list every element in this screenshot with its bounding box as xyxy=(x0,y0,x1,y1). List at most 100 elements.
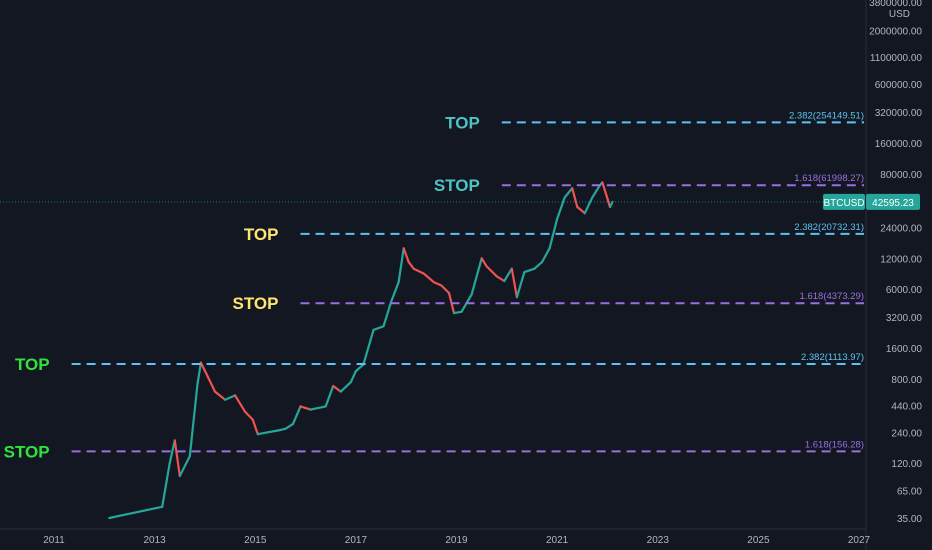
price-segment xyxy=(452,310,463,315)
y-tick-label: 24000.00 xyxy=(880,223,922,234)
price-segment xyxy=(199,361,209,378)
price-segment xyxy=(510,267,519,299)
last-price-value: 42595.23 xyxy=(872,198,914,209)
price-segment xyxy=(533,261,544,270)
fib-levels-group: 2.382(254149.51) TOP 1.618(61998.27) STOP 2.… xyxy=(4,110,864,461)
price-segment xyxy=(571,187,579,209)
x-tick-label: 2017 xyxy=(345,535,368,546)
x-tick-label: 2025 xyxy=(747,535,770,546)
x-tick-label: 2011 xyxy=(43,535,65,546)
y-tick-label: 440.00 xyxy=(891,401,922,412)
x-tick-label: 2023 xyxy=(647,535,670,546)
top-annotation: TOP xyxy=(244,225,279,244)
fib-level-label: 1.618(4373.29) xyxy=(800,291,864,302)
price-segment xyxy=(284,422,295,430)
price-segment xyxy=(402,247,410,264)
price-segment xyxy=(480,257,488,268)
x-tick-label: 2027 xyxy=(848,535,871,546)
price-segment xyxy=(485,265,498,278)
y-tick-label: 35.00 xyxy=(897,514,922,525)
price-segment xyxy=(188,383,199,458)
price-segment xyxy=(540,247,551,264)
price-segment xyxy=(244,410,254,421)
price-segment xyxy=(354,363,365,373)
y-tick-label: 3200.00 xyxy=(886,313,923,324)
price-segment xyxy=(178,455,191,478)
y-tick-label: 80000.00 xyxy=(880,170,922,181)
y-tick-label: 1100000.00 xyxy=(870,53,923,64)
price-segment xyxy=(503,267,513,283)
fib-level-label: 2.382(1113.97) xyxy=(801,352,864,363)
price-segment xyxy=(213,390,227,401)
price-segment xyxy=(339,381,352,393)
fib-level-label: 1.618(61998.27) xyxy=(794,173,864,184)
stop-annotation: STOP xyxy=(4,442,50,461)
x-tick-label: 2019 xyxy=(445,535,468,546)
price-segment xyxy=(412,267,425,275)
price-segment xyxy=(349,370,357,384)
y-tick-label: 320000.00 xyxy=(875,108,923,119)
price-segment xyxy=(432,281,443,287)
price-segment xyxy=(332,384,342,393)
y-tick-label: 12000.00 xyxy=(880,254,922,265)
stop-annotation: STOP xyxy=(233,294,279,313)
price-segment xyxy=(224,394,237,401)
price-segment xyxy=(555,196,566,221)
price-segment xyxy=(583,196,594,215)
price-segment xyxy=(276,427,287,432)
last-price-tag xyxy=(866,193,920,210)
price-segment xyxy=(196,361,202,386)
price-segment xyxy=(324,384,335,408)
price-segment xyxy=(362,328,375,366)
symbol-label: BTCUSD xyxy=(823,198,864,209)
price-segment xyxy=(470,257,483,296)
price-segment xyxy=(309,405,327,411)
symbol-tag xyxy=(823,193,865,210)
fib-level-label: 2.382(254149.51) xyxy=(789,110,864,121)
x-tick-label: 2021 xyxy=(546,535,569,546)
fib-level-label: 2.382(20732.31) xyxy=(794,222,864,233)
y-axis[interactable]: 35.00 65.00 120.00 240.00 440.00 800.00 1600.0… xyxy=(869,0,922,525)
y-tick-label: 1600.00 xyxy=(886,344,923,355)
price-segment xyxy=(206,375,217,393)
price-segment xyxy=(495,275,506,283)
y-tick-label: 160000.00 xyxy=(875,139,923,150)
price-segment xyxy=(108,505,164,520)
y-tick-label: 6000.00 xyxy=(886,285,923,296)
top-annotation: TOP xyxy=(445,113,480,132)
x-tick-label: 2013 xyxy=(143,535,166,546)
price-segment xyxy=(563,187,574,199)
price-segment xyxy=(161,462,171,508)
currency-label: USD xyxy=(889,9,910,20)
price-segment xyxy=(390,281,400,303)
price-segment xyxy=(299,405,312,411)
price-segment xyxy=(515,271,526,299)
price-segment xyxy=(397,247,405,284)
price-segment xyxy=(407,261,415,270)
y-tick-label: 240.00 xyxy=(891,428,922,439)
x-axis[interactable]: 2011 2013 2015 2017 2019 2021 2023 2025 2027 xyxy=(43,535,870,546)
y-tick-label: 600000.00 xyxy=(875,80,923,91)
price-segment xyxy=(440,284,451,295)
stop-annotation: STOP xyxy=(434,176,480,195)
fib-level-label: 1.618(156.28) xyxy=(805,439,864,450)
price-segment xyxy=(256,431,269,436)
price-segment xyxy=(382,300,393,328)
price-segment xyxy=(372,325,385,331)
price-segment xyxy=(608,200,614,209)
price-segment xyxy=(251,418,259,436)
x-tick-label: 2015 xyxy=(244,535,267,546)
price-segment xyxy=(168,439,176,465)
y-tick-label: 120.00 xyxy=(891,459,922,470)
y-tick-label: 800.00 xyxy=(891,375,922,386)
price-segment xyxy=(576,205,586,215)
y-tick-label: 65.00 xyxy=(897,487,922,498)
price-segment xyxy=(234,394,247,413)
price-segment xyxy=(601,181,609,200)
price-segment xyxy=(422,272,435,284)
top-annotation: TOP xyxy=(15,355,50,374)
price-segment xyxy=(266,429,279,434)
price-segment xyxy=(173,439,181,478)
